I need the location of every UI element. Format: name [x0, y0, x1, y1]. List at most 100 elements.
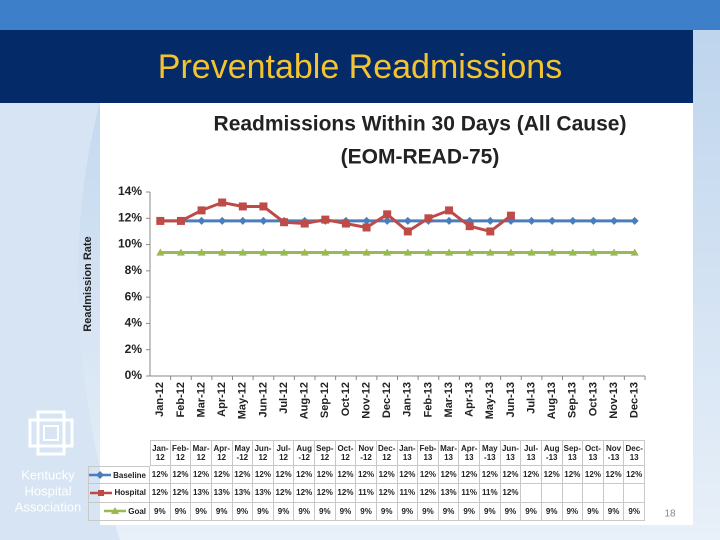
- table-cell: 9%: [211, 502, 233, 521]
- table-header: Aug-13: [541, 440, 563, 466]
- marker: [238, 248, 247, 256]
- table-cell: 9%: [397, 502, 419, 521]
- table-cell: 12%: [583, 466, 604, 485]
- marker: [486, 216, 495, 225]
- marker: [589, 216, 598, 225]
- table-cell: 9%: [232, 502, 254, 521]
- marker: [383, 210, 392, 219]
- y-tick-label: 8%: [125, 263, 143, 277]
- legend-item: Baseline: [88, 466, 150, 485]
- marker: [610, 248, 619, 256]
- page-number: 18: [664, 509, 676, 520]
- marker: [465, 248, 474, 256]
- table-cell: 12%: [294, 466, 315, 485]
- marker: [300, 248, 309, 256]
- table-cell: 12%: [191, 466, 212, 485]
- table-cell: 9%: [603, 502, 625, 521]
- marker: [568, 216, 577, 225]
- marker: [424, 248, 433, 256]
- top-strip: [0, 0, 720, 30]
- table-header: Aug-12: [294, 440, 315, 466]
- marker: [321, 215, 330, 224]
- table-cell: 9%: [376, 502, 398, 521]
- x-tick-label: Jan-12: [154, 382, 166, 417]
- y-tick-label: 6%: [125, 289, 143, 303]
- table-cell: [603, 484, 625, 503]
- marker: [568, 248, 577, 256]
- marker: [486, 227, 495, 236]
- table-cell: 9%: [624, 502, 645, 521]
- table-cell: 13%: [211, 484, 233, 503]
- marker: [218, 198, 227, 207]
- legend-key: [90, 489, 113, 496]
- table-cell: [521, 484, 542, 503]
- marker: [300, 219, 309, 228]
- table-cell: 9%: [418, 502, 439, 521]
- table-cell: 9%: [273, 502, 295, 521]
- table-cell: 13%: [191, 484, 212, 503]
- y-tick-label: 12%: [118, 210, 142, 224]
- slide-title: Preventable Readmissions: [158, 48, 562, 86]
- table-header: Dec-13: [624, 440, 645, 466]
- x-tick-label: Feb-12: [175, 382, 187, 417]
- table-cell: 12%: [603, 466, 625, 485]
- title-banner: [0, 30, 693, 103]
- table-cell: 12%: [253, 466, 274, 485]
- logo-mark: [36, 410, 66, 456]
- marker: [486, 248, 495, 256]
- y-tick-label: 10%: [118, 237, 142, 251]
- marker: [362, 223, 371, 232]
- table-cell: 12%: [211, 466, 233, 485]
- marker: [218, 248, 227, 256]
- table-cell: 9%: [583, 502, 604, 521]
- table-cell: 13%: [438, 484, 460, 503]
- marker: [506, 248, 515, 256]
- legend-item: Goal: [88, 502, 150, 521]
- table-header: Feb-12: [170, 440, 192, 466]
- x-tick-label: May-12: [237, 382, 249, 419]
- table-header: Jul-13: [521, 440, 542, 466]
- table-header: Nov-13: [603, 440, 625, 466]
- table-cell: 9%: [191, 502, 212, 521]
- legend-label: Baseline: [113, 470, 146, 480]
- marker: [259, 202, 268, 211]
- x-tick-label: Dec-12: [381, 382, 393, 418]
- table-cell: 13%: [253, 484, 274, 503]
- table-cell: 9%: [315, 502, 336, 521]
- table-header: Nov-12: [356, 440, 377, 466]
- table-cell: 11%: [356, 484, 377, 503]
- marker: [156, 216, 165, 225]
- marker: [506, 211, 515, 220]
- table-cell: 11%: [459, 484, 480, 503]
- x-tick-label: Nov-12: [360, 382, 372, 419]
- table-header: Oct-12: [335, 440, 357, 466]
- x-tick-label: Jun-12: [257, 382, 269, 417]
- marker: [403, 227, 412, 236]
- legend-marker: [111, 507, 120, 515]
- chart-area: [100, 103, 693, 525]
- marker: [176, 248, 185, 256]
- x-tick-label: Sep-12: [319, 382, 331, 418]
- table-cell: 12%: [150, 466, 171, 485]
- marker: [341, 248, 350, 256]
- marker: [383, 248, 392, 256]
- table-header: Oct-13: [583, 440, 604, 466]
- x-tick-label: Apr-12: [216, 382, 228, 417]
- table-cell: [541, 484, 563, 503]
- marker: [362, 248, 371, 256]
- marker: [548, 216, 557, 225]
- x-tick-label: Jun-13: [505, 382, 517, 417]
- table-cell: 9%: [253, 502, 274, 521]
- table-header: Sep-13: [562, 440, 584, 466]
- legend-label: Goal: [128, 506, 146, 516]
- table-cell: 12%: [624, 466, 645, 485]
- table-header: Mar-13: [438, 440, 460, 466]
- marker: [341, 219, 350, 228]
- x-tick-label: Jul-13: [525, 382, 537, 414]
- table-cell: 12%: [500, 466, 522, 485]
- table-cell: 12%: [150, 484, 171, 503]
- table-cell: 12%: [273, 484, 295, 503]
- table-cell: 12%: [315, 466, 336, 485]
- marker: [280, 218, 289, 227]
